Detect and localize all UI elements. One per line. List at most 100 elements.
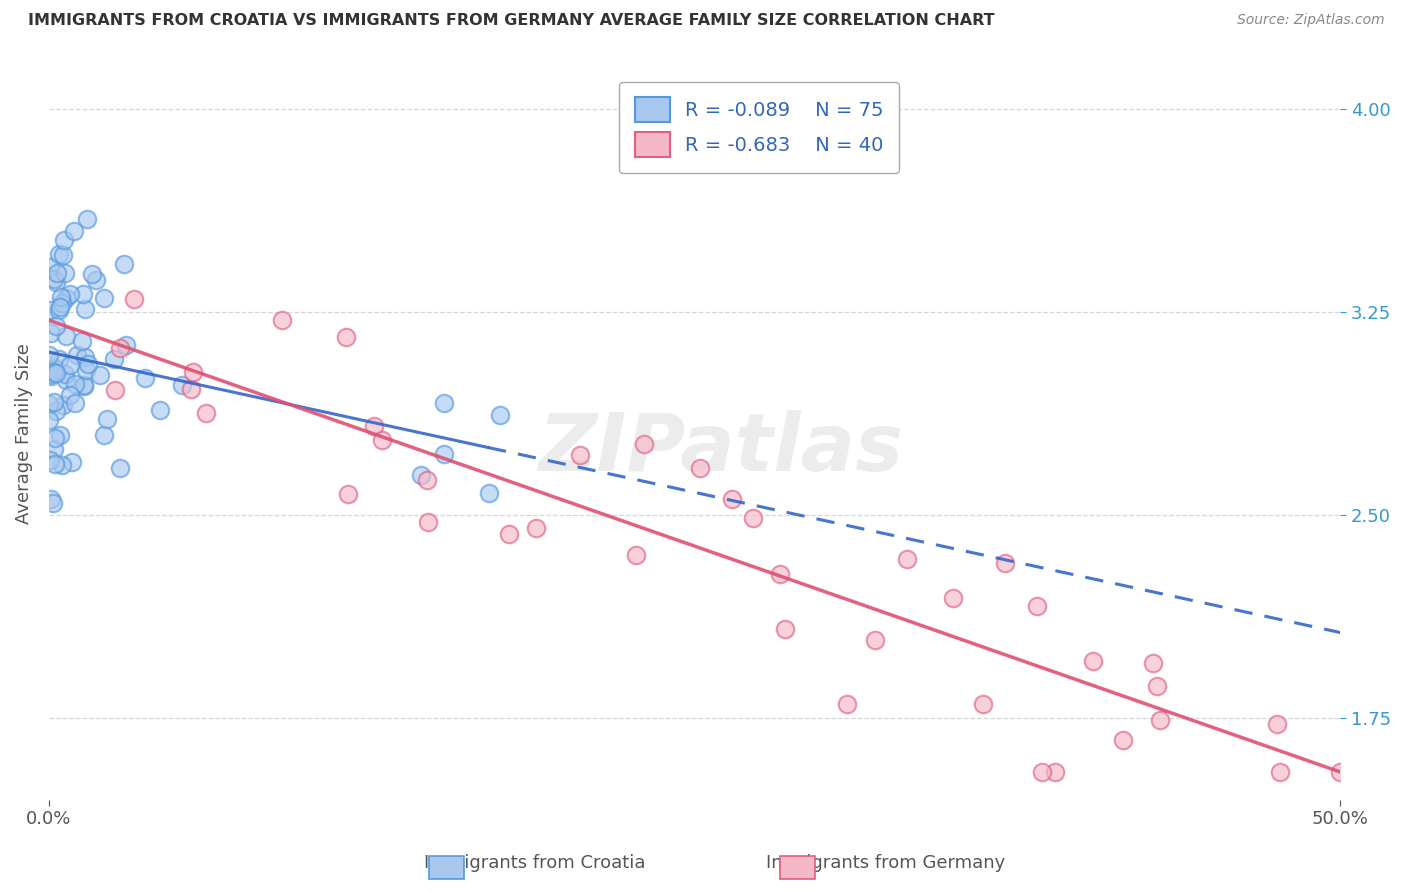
Point [44,362,66,376]
Point [488,408,510,422]
Point [51,295,73,310]
Point [104,384,127,398]
Point [66,348,89,362]
Point [1270,765,1292,780]
Point [55,367,77,381]
Point [1081,654,1104,668]
Y-axis label: Average Family Size: Average Family Size [15,343,32,524]
Point [416,515,439,529]
Point [115,338,138,352]
Point [84,273,107,287]
Point [73,302,96,317]
Point [122,292,145,306]
Point [38,453,60,467]
Point [48,302,70,317]
Point [52,398,75,412]
Point [335,329,357,343]
Point [75,363,97,377]
Point [1025,599,1047,613]
Point [633,437,655,451]
Point [49,300,72,314]
Point [59,388,82,402]
Point [110,461,132,475]
Point [93,428,115,442]
Point [721,491,744,506]
Point [1142,656,1164,670]
Point [103,351,125,366]
Point [63,376,86,391]
Point [72,334,94,348]
Point [994,557,1017,571]
Point [149,402,172,417]
Point [38,397,60,411]
Point [38,348,60,362]
Point [53,266,76,280]
Point [44,432,66,446]
Point [48,247,70,261]
Point [835,697,858,711]
Point [93,291,115,305]
Point [498,526,520,541]
Point [72,379,94,393]
Point [49,427,72,442]
Point [77,357,100,371]
Point [44,360,66,375]
Text: Immigrants from Croatia: Immigrants from Croatia [423,855,645,872]
Point [38,260,60,274]
Point [1043,765,1066,780]
Point [55,291,77,305]
Point [55,373,77,387]
Point [524,520,547,534]
Point [363,418,385,433]
Point [55,329,77,343]
Point [478,486,501,500]
Point [48,352,70,367]
Point [51,458,73,473]
Point [371,433,394,447]
Point [49,291,72,305]
Point [337,487,360,501]
Point [96,412,118,426]
Point [75,350,97,364]
Point [45,319,67,334]
Legend: R = -0.089    N = 75, R = -0.683    N = 40: R = -0.089 N = 75, R = -0.683 N = 40 [619,82,900,173]
Point [45,366,67,380]
Point [972,697,994,711]
Point [42,272,65,286]
Point [39,326,62,341]
Point [134,371,156,385]
Point [194,406,217,420]
Point [1265,717,1288,731]
Point [568,448,591,462]
Point [80,267,103,281]
Point [53,233,76,247]
Point [112,257,135,271]
Point [45,403,67,417]
Point [942,591,965,606]
Point [45,266,67,280]
Point [411,468,433,483]
Point [52,248,75,262]
Point [73,377,96,392]
Point [39,302,62,317]
Text: IMMIGRANTS FROM CROATIA VS IMMIGRANTS FROM GERMANY AVERAGE FAMILY SIZE CORRELATI: IMMIGRANTS FROM CROATIA VS IMMIGRANTS FR… [28,13,995,29]
Point [89,368,111,383]
Point [863,633,886,648]
Point [896,551,918,566]
Text: Source: ZipAtlas.com: Source: ZipAtlas.com [1237,13,1385,28]
Point [44,457,66,471]
Point [59,287,82,301]
Point [433,396,456,410]
Point [45,275,67,289]
Point [39,367,62,381]
Text: ZIPatlas: ZIPatlas [538,409,903,488]
Point [60,455,83,469]
Point [1146,680,1168,694]
Point [76,211,98,226]
Point [59,358,82,372]
Point [39,368,62,383]
Point [271,312,294,326]
Point [42,442,65,456]
Point [773,622,796,636]
Point [1112,733,1135,747]
